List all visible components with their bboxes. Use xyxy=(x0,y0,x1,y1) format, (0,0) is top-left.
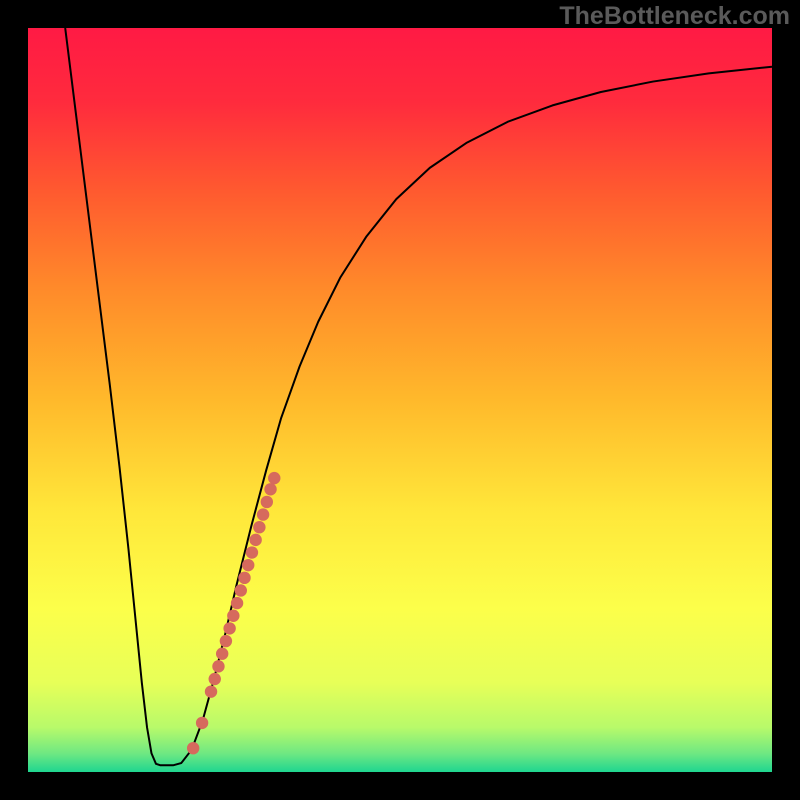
marker-dot xyxy=(264,483,276,495)
marker-dot xyxy=(231,597,243,609)
marker-dot xyxy=(220,635,232,647)
marker-dot xyxy=(253,521,265,533)
marker-dot xyxy=(209,673,221,685)
marker-dot xyxy=(227,610,239,622)
marker-dot xyxy=(212,660,224,672)
marker-dot xyxy=(187,742,199,754)
marker-dot xyxy=(196,717,208,729)
watermark-text: TheBottleneck.com xyxy=(559,2,790,31)
marker-dot xyxy=(238,572,250,584)
plot-area xyxy=(28,28,772,772)
marker-dot xyxy=(216,648,228,660)
marker-dot xyxy=(261,496,273,508)
marker-dot xyxy=(223,622,235,634)
plot-svg xyxy=(28,28,772,772)
marker-dot xyxy=(246,546,258,558)
marker-dot xyxy=(249,534,261,546)
marker-dot xyxy=(257,508,269,520)
marker-dot xyxy=(205,685,217,697)
marker-dot xyxy=(235,584,247,596)
marker-dot xyxy=(268,472,280,484)
marker-dot xyxy=(242,559,254,571)
